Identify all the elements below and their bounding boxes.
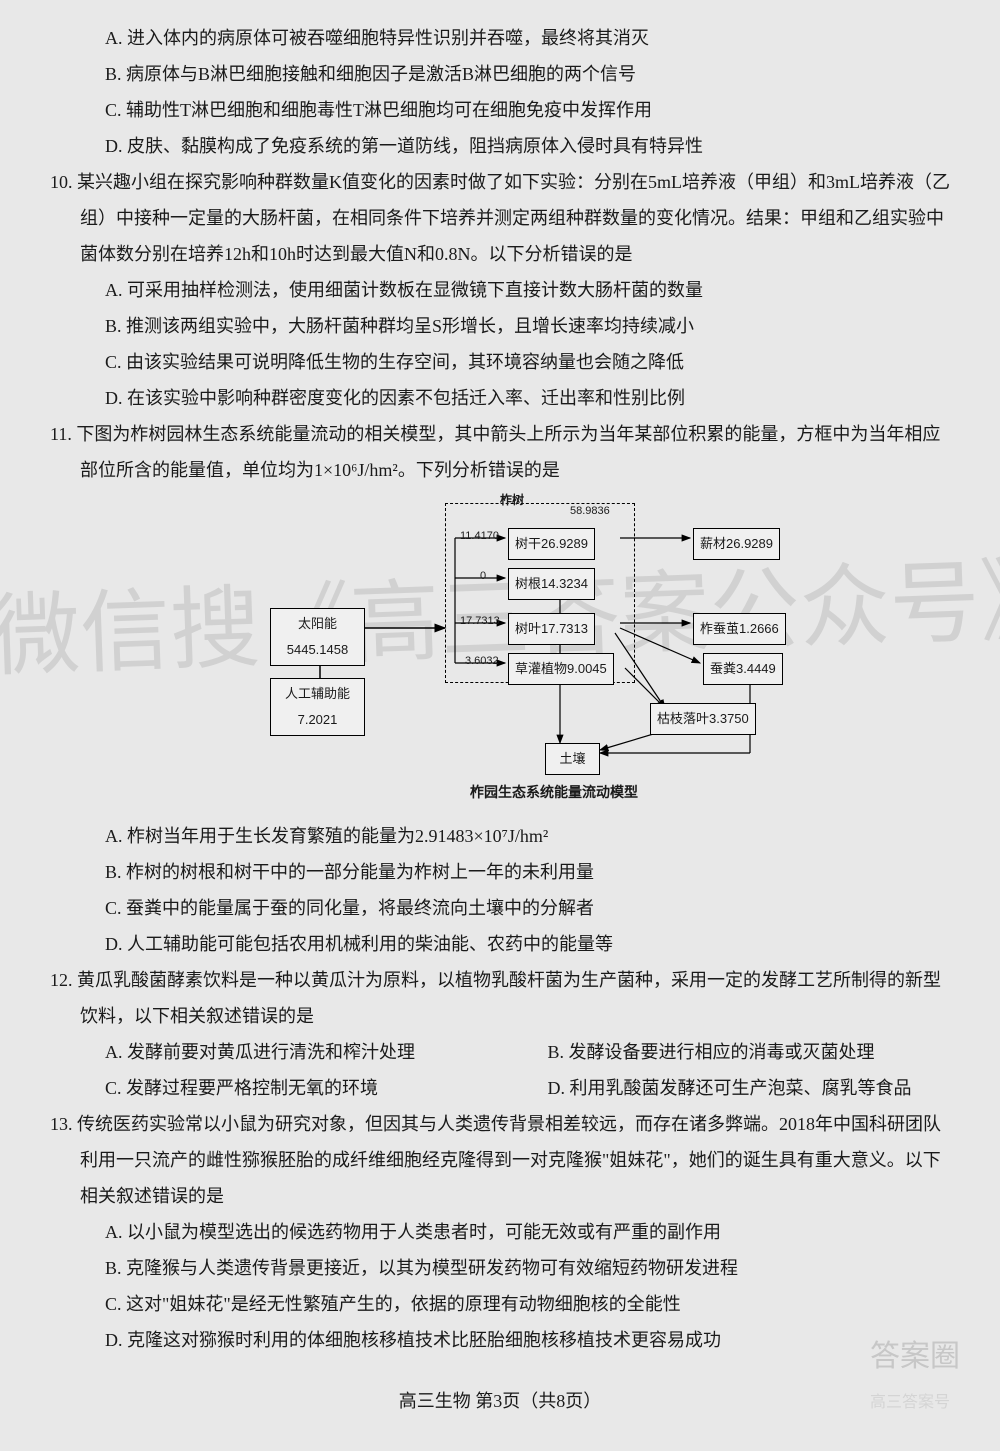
q11-option-c: C. 蚕粪中的能量属于蚕的同化量，将最终流向土壤中的分解者 xyxy=(50,890,950,926)
q13-option-d: D. 克隆这对猕猴时利用的体细胞核移植技术比胚胎细胞核移植技术更容易成功 xyxy=(50,1322,950,1358)
sun-box: 太阳能 5445.1458 xyxy=(270,608,365,666)
energy-flow-diagram: 柞树 58.9836 太阳能 5445.1458 人工辅助能 7.2021 11… xyxy=(270,498,870,808)
cocoon-box: 柞蚕茧1.2666 xyxy=(693,613,786,645)
grass-box: 草灌植物9.0045 xyxy=(508,653,614,685)
q9-option-d: D. 皮肤、黏膜构成了免疫系统的第一道防线，阻挡病原体入侵时具有特异性 xyxy=(50,128,950,164)
val-top: 58.9836 xyxy=(570,500,610,522)
litter-box: 枯枝落叶3.3750 xyxy=(650,703,756,735)
q10-option-b: B. 推测该两组实验中，大肠杆菌种群均呈S形增长，且增长速率均持续减小 xyxy=(50,308,950,344)
page-footer: 高三生物 第3页（共8页） xyxy=(50,1383,950,1419)
q9-option-c: C. 辅助性T淋巴细胞和细胞毒性T淋巴细胞均可在细胞免疫中发挥作用 xyxy=(50,92,950,128)
q13-option-c: C. 这对"姐妹花"是经无性繁殖产生的，依据的原理有动物细胞核的全能性 xyxy=(50,1286,950,1322)
q12-option-d: D. 利用乳酸菌发酵还可生产泡菜、腐乳等食品 xyxy=(548,1070,951,1106)
val-trunk: 11.4170 xyxy=(460,525,499,547)
q12-option-a: A. 发酵前要对黄瓜进行清洗和榨汁处理 xyxy=(105,1034,508,1070)
q11-option-a: A. 柞树当年用于生长发育繁殖的能量为2.91483×10⁷J/hm² xyxy=(50,818,950,854)
q13-option-b: B. 克隆猴与人类遗传背景更接近，以其为模型研发药物可有效缩短药物研发进程 xyxy=(50,1250,950,1286)
leaf-box: 树叶17.7313 xyxy=(508,613,595,645)
diagram-caption: 柞园生态系统能量流动模型 xyxy=(470,778,638,806)
q9-option-b: B. 病原体与B淋巴细胞接触和细胞因子是激活B淋巴细胞的两个信号 xyxy=(50,56,950,92)
q12-option-b: B. 发酵设备要进行相应的消毒或灭菌处理 xyxy=(548,1034,951,1070)
val-leaf: 17.7313 xyxy=(460,610,500,632)
tree-title: 柞树 xyxy=(500,488,524,512)
q10-option-a: A. 可采用抽样检测法，使用细菌计数板在显微镜下直接计数大肠杆菌的数量 xyxy=(50,272,950,308)
q11-option-d: D. 人工辅助能可能包括农用机械利用的柴油能、农药中的能量等 xyxy=(50,926,950,962)
q11-stem: 11. 下图为柞树园林生态系统能量流动的相关模型，其中箭头上所示为当年某部位积累… xyxy=(50,416,950,488)
val-grass: 3.6032 xyxy=(465,650,499,672)
val-root: 0 xyxy=(480,565,486,587)
aux-box: 人工辅助能 7.2021 xyxy=(270,678,365,736)
q9-option-a: A. 进入体内的病原体可被吞噬细胞特异性识别并吞噬，最终将其消灭 xyxy=(50,20,950,56)
q13-stem: 13. 传统医药实验常以小鼠为研究对象，但因其与人类遗传背景相差较远，而存在诸多… xyxy=(50,1106,950,1214)
q12-stem: 12. 黄瓜乳酸菌酵素饮料是一种以黄瓜汁为原料，以植物乳酸杆菌为生产菌种，采用一… xyxy=(50,962,950,1034)
feces-box: 蚕粪3.4449 xyxy=(703,653,783,685)
q12-option-c: C. 发酵过程要严格控制无氧的环境 xyxy=(105,1070,508,1106)
q13-option-a: A. 以小鼠为模型选出的候选药物用于人类患者时，可能无效或有严重的副作用 xyxy=(50,1214,950,1250)
q11-option-b: B. 柞树的树根和树干中的一部分能量为柞树上一年的未利用量 xyxy=(50,854,950,890)
q10-stem: 10. 某兴趣小组在探究影响种群数量K值变化的因素时做了如下实验：分别在5mL培… xyxy=(50,164,950,272)
firewood-box: 薪材26.9289 xyxy=(693,528,780,560)
q10-option-d: D. 在该实验中影响种群密度变化的因素不包括迁入率、迁出率和性别比例 xyxy=(50,380,950,416)
q10-option-c: C. 由该实验结果可说明降低生物的生存空间，其环境容纳量也会随之降低 xyxy=(50,344,950,380)
trunk-box: 树干26.9289 xyxy=(508,528,595,560)
soil-box: 土壤 xyxy=(545,743,600,775)
root-box: 树根14.3234 xyxy=(508,568,595,600)
